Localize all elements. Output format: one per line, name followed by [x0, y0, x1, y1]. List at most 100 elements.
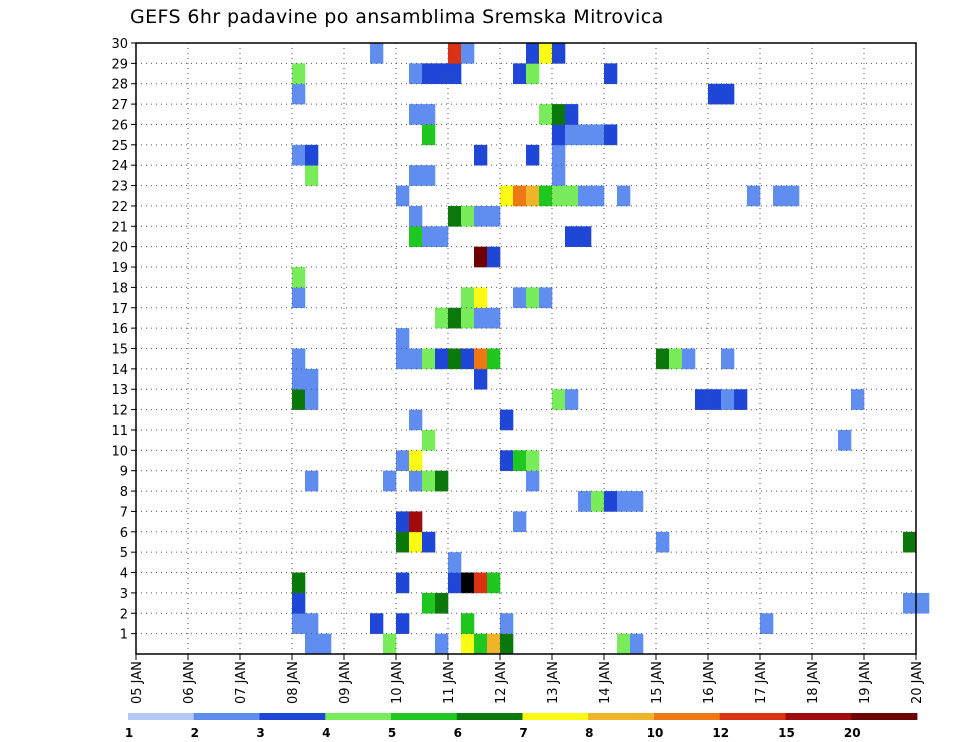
heatmap-cell [552, 389, 566, 410]
y-tick-label: 3 [120, 587, 128, 602]
heatmap-cell [552, 165, 566, 186]
colorbar-segment [456, 713, 523, 720]
heatmap-cell [552, 185, 566, 207]
heatmap-cell [409, 165, 423, 186]
heatmap-cell [565, 124, 579, 146]
heatmap-cell [630, 633, 644, 655]
heatmap-cell [461, 613, 475, 634]
colorbar-segment [785, 713, 852, 720]
heatmap-cell [916, 592, 930, 614]
x-tick-label: 14 JAN [598, 661, 613, 704]
heatmap-cell [539, 185, 553, 207]
heatmap-cell [617, 491, 631, 512]
y-tick-label: 28 [111, 78, 128, 93]
heatmap-cell [526, 470, 540, 492]
colorbar-tick-label: 15 [778, 726, 795, 740]
x-tick-label: 18 JAN [806, 661, 821, 704]
heatmap-cell [747, 185, 761, 207]
heatmap-cell [552, 43, 566, 64]
heatmap-cell [591, 185, 605, 207]
heatmap-cell [305, 368, 319, 390]
heatmap-cell [305, 389, 319, 410]
heatmap-cell [409, 205, 423, 227]
heatmap-cell [422, 531, 436, 553]
heatmap-cell [461, 307, 475, 329]
heatmap-cell [656, 531, 670, 553]
heatmap-cell [435, 470, 449, 492]
heatmap-cell [539, 43, 553, 64]
heatmap-cell [461, 205, 475, 227]
heatmap-cell [513, 185, 527, 207]
heatmap-cell [500, 409, 514, 431]
heatmap-cell [487, 572, 501, 594]
heatmap-cell [409, 409, 423, 431]
y-axis: 1234567891011121314151617181920212223242… [111, 37, 136, 643]
heatmap-cell [500, 613, 514, 634]
y-tick-label: 8 [120, 485, 128, 500]
x-tick-label: 08 JAN [286, 661, 301, 704]
heatmap-cell [422, 348, 436, 370]
heatmap-cell [461, 633, 475, 655]
colorbar-segment [654, 713, 721, 720]
heatmap-cell [552, 104, 566, 125]
heatmap-cell [903, 592, 917, 614]
heatmap-cells [292, 43, 930, 655]
heatmap-cell [292, 389, 306, 410]
heatmap-cell [617, 633, 631, 655]
heatmap-cell [526, 144, 540, 166]
heatmap-cell [591, 124, 605, 146]
heatmap-cell [448, 63, 462, 85]
y-tick-label: 12 [111, 404, 128, 419]
heatmap-cell [448, 307, 462, 329]
y-tick-label: 17 [111, 302, 128, 317]
heatmap-cell [396, 613, 410, 634]
heatmap-cell [474, 246, 488, 268]
heatmap-cell [409, 511, 423, 533]
heatmap-cell [565, 226, 579, 247]
colorbar-tick-label: 5 [388, 726, 396, 740]
heatmap-cell [903, 531, 917, 553]
y-tick-label: 14 [111, 363, 128, 378]
heatmap-cell [409, 470, 423, 492]
heatmap-cell [435, 226, 449, 247]
heatmap-cell [461, 287, 475, 309]
colorbar-segment [719, 713, 786, 720]
heatmap-cell [487, 246, 501, 268]
heatmap-cell [708, 83, 722, 105]
heatmap-cell [422, 63, 436, 85]
heatmap-cell [474, 144, 488, 166]
heatmap-cell [461, 572, 475, 594]
heatmap-cell [604, 491, 618, 512]
heatmap-cell [292, 63, 306, 85]
heatmap-cell [422, 165, 436, 186]
y-tick-label: 20 [111, 241, 128, 256]
colorbar-tick-label: 10 [647, 726, 664, 740]
heatmap-cell [409, 63, 423, 85]
heatmap-cell [526, 185, 540, 207]
x-tick-label: 10 JAN [390, 661, 405, 704]
heatmap-cell [461, 348, 475, 370]
colorbar-segment [588, 713, 655, 720]
y-tick-label: 7 [120, 505, 128, 520]
y-tick-label: 29 [111, 57, 128, 72]
heatmap-cell [474, 205, 488, 227]
heatmap-cell [292, 83, 306, 105]
x-tick-label: 12 JAN [494, 661, 509, 704]
y-tick-label: 21 [111, 220, 128, 235]
heatmap-cell [578, 124, 592, 146]
heatmap-cell [422, 429, 436, 451]
heatmap-cell [292, 592, 306, 614]
heatmap-cell [383, 633, 397, 655]
heatmap-cell [435, 348, 449, 370]
y-tick-label: 15 [111, 343, 128, 358]
y-tick-label: 16 [111, 322, 128, 337]
heatmap-cell [396, 511, 410, 533]
heatmap-cell [526, 450, 540, 471]
heatmap-cell [578, 185, 592, 207]
heatmap-cell [760, 613, 774, 634]
heatmap-cell [487, 205, 501, 227]
y-tick-label: 30 [111, 37, 128, 52]
heatmap-cell [565, 389, 579, 410]
heatmap-cell [474, 572, 488, 594]
